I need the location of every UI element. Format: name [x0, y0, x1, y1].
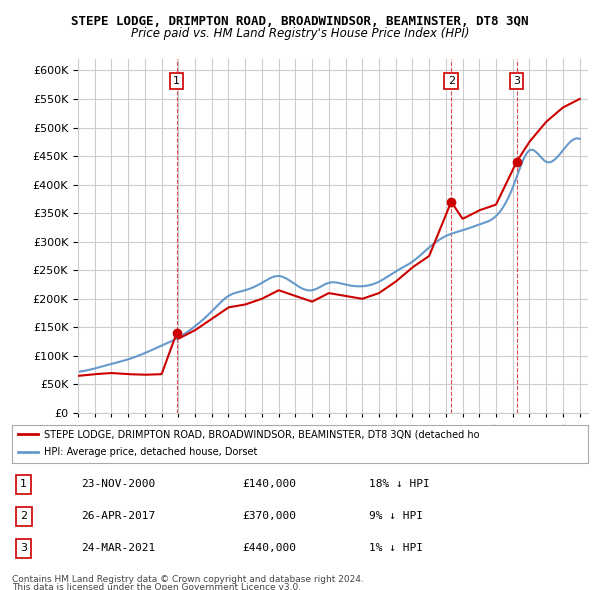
Text: STEPE LODGE, DRIMPTON ROAD, BROADWINDSOR, BEAMINSTER, DT8 3QN: STEPE LODGE, DRIMPTON ROAD, BROADWINDSOR… [71, 15, 529, 28]
Text: 1: 1 [20, 479, 27, 489]
Text: 2: 2 [448, 76, 455, 86]
Text: 23-NOV-2000: 23-NOV-2000 [81, 479, 155, 489]
Text: 3: 3 [20, 543, 27, 553]
Text: Contains HM Land Registry data © Crown copyright and database right 2024.: Contains HM Land Registry data © Crown c… [12, 575, 364, 584]
Text: 3: 3 [513, 76, 520, 86]
Text: HPI: Average price, detached house, Dorset: HPI: Average price, detached house, Dors… [44, 447, 257, 457]
Text: STEPE LODGE, DRIMPTON ROAD, BROADWINDSOR, BEAMINSTER, DT8 3QN (detached ho: STEPE LODGE, DRIMPTON ROAD, BROADWINDSOR… [44, 430, 479, 440]
Text: £440,000: £440,000 [242, 543, 296, 553]
Text: 1% ↓ HPI: 1% ↓ HPI [369, 543, 423, 553]
Text: This data is licensed under the Open Government Licence v3.0.: This data is licensed under the Open Gov… [12, 583, 301, 590]
Text: 1: 1 [173, 76, 180, 86]
Text: 26-APR-2017: 26-APR-2017 [81, 512, 155, 521]
Text: 9% ↓ HPI: 9% ↓ HPI [369, 512, 423, 521]
Text: 2: 2 [20, 512, 27, 521]
Text: 18% ↓ HPI: 18% ↓ HPI [369, 479, 430, 489]
Text: 24-MAR-2021: 24-MAR-2021 [81, 543, 155, 553]
Text: Price paid vs. HM Land Registry's House Price Index (HPI): Price paid vs. HM Land Registry's House … [131, 27, 469, 40]
Text: £140,000: £140,000 [242, 479, 296, 489]
Text: £370,000: £370,000 [242, 512, 296, 521]
